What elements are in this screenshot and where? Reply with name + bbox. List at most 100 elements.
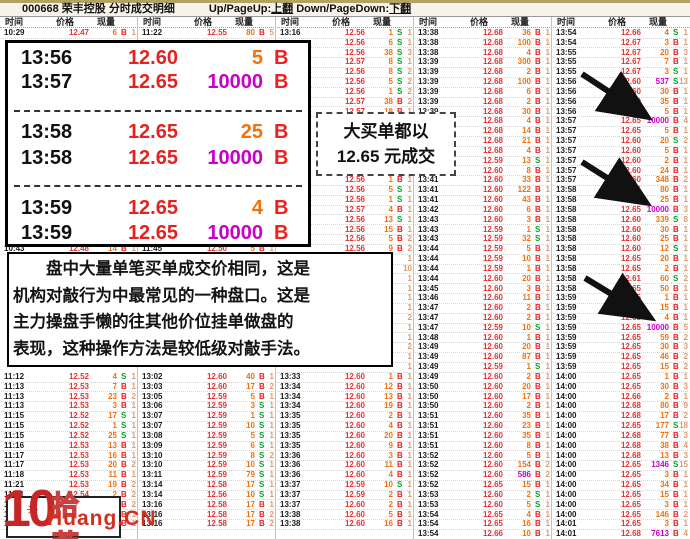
tick-row: 14:00 12.65 146 B 2: [553, 510, 688, 521]
count-cell: 1: [545, 263, 550, 273]
price-cell: 12.60: [206, 381, 227, 391]
time-cell: 13:36: [280, 450, 301, 460]
volume-cell: 80: [660, 401, 669, 411]
direction-cell: B: [673, 519, 679, 529]
column-header-label: 时间: [557, 17, 576, 27]
count-cell: 2: [131, 480, 136, 490]
count-cell: 2: [269, 450, 274, 460]
time-cell: 13:34: [280, 391, 301, 401]
count-cell: 1: [545, 57, 550, 67]
column-separator: [551, 17, 552, 539]
price-cell: 12.65: [620, 460, 641, 470]
volume-cell: 25: [660, 195, 669, 205]
volume-cell: 25: [108, 430, 117, 440]
tick-row: 1: [277, 362, 412, 373]
time-cell: 13:35: [280, 421, 301, 431]
direction-cell: B: [121, 460, 127, 470]
price-cell: 12.60: [482, 204, 503, 214]
time-cell: 14:00: [556, 391, 577, 401]
direction-cell: B: [673, 342, 679, 352]
time-cell: 13:59: [21, 222, 73, 244]
tick-row: 13:49 12.60 87 B 1: [415, 352, 550, 363]
direction-cell: B: [673, 116, 679, 126]
time-cell: 13:58: [556, 263, 577, 273]
tick-row: 14:00 12.65 1 B 1: [553, 372, 688, 383]
tick-row: 13:52 12.60 586 B 2: [415, 470, 550, 481]
volume-cell: 10: [522, 254, 531, 264]
time-cell: 13:52: [418, 470, 439, 480]
direction-cell: B: [535, 165, 541, 175]
time-cell: 13:52: [418, 460, 439, 470]
price-cell: 12.53: [68, 460, 89, 470]
count-cell: 1: [683, 37, 688, 47]
time-cell: 13:35: [280, 440, 301, 450]
price-cell: 12.60: [344, 460, 365, 470]
direction-cell: S: [397, 37, 403, 47]
price-cell: 12.68: [482, 96, 503, 106]
tick-row: 13:51 12.60 35 B 1: [415, 431, 550, 442]
count-cell: 2: [269, 509, 274, 519]
watermark-domain: Huang.CN: [47, 507, 157, 530]
count-cell: 1: [269, 440, 274, 450]
price-cell: 12.53: [68, 381, 89, 391]
tick-row: 11:13 12.53 7 B 1: [1, 382, 136, 393]
count-cell: 1: [545, 529, 550, 539]
direction-cell: S: [535, 224, 541, 234]
time-cell: 14:00: [556, 401, 577, 411]
price-cell: 12.60: [620, 86, 641, 96]
time-cell: 13:05: [142, 391, 163, 401]
tick-row: 13:58 12.65 10000 B 3: [553, 205, 688, 216]
count-cell: 2: [407, 77, 412, 87]
volume-cell: 2: [526, 401, 531, 411]
direction-cell: B: [535, 342, 541, 352]
price-cell: 12.60: [482, 185, 503, 195]
time-cell: 13:58: [556, 283, 577, 293]
direction-cell: S: [121, 371, 127, 381]
price-cell: 12.66: [620, 28, 641, 37]
time-cell: 13:58: [556, 204, 577, 214]
time-cell: 13:55: [556, 57, 577, 67]
tick-column-5: 13:54 12.66 4 S 1 13:54 12.67 3 B 1 13:55 12.67 20 B 3…: [552, 28, 690, 539]
count-cell: 13: [679, 77, 688, 87]
tick-row: 14:00 12.68 38 B 4: [553, 441, 688, 452]
price-cell: 12.58: [206, 499, 227, 509]
price-cell: 12.68: [620, 401, 641, 411]
direction-cell: B: [259, 381, 265, 391]
time-cell: 13:47: [418, 303, 439, 313]
price-cell: 12.60: [482, 283, 503, 293]
volume-cell: 4: [526, 145, 531, 155]
count-cell: 1: [683, 499, 688, 509]
price-cell: 12.67: [620, 57, 641, 67]
volume-cell: 8: [388, 67, 393, 77]
price-cell: 12.60: [620, 77, 641, 87]
volume-cell: 16: [522, 519, 531, 529]
price-cell: 12.55: [206, 28, 227, 37]
time-cell: 13:14: [142, 480, 163, 490]
count-cell: 1: [407, 283, 412, 293]
price-cell: 12.59: [482, 362, 503, 372]
volume-cell: 5: [388, 509, 393, 519]
time-cell: 13:58: [556, 214, 577, 224]
direction-cell: B: [535, 263, 541, 273]
tick-row: 13:53 12.60 5 S 1: [415, 500, 550, 511]
volume-cell: 24: [660, 165, 669, 175]
price-cell: 12.56: [344, 77, 365, 87]
tick-row: 13:58 12.60 339 S 8: [553, 215, 688, 226]
tick-row: 13:43 12.59 1 S 1: [415, 225, 550, 236]
count-cell: 1: [407, 352, 412, 362]
tick-row: 13:39 12.68 2 B 1: [415, 67, 550, 78]
tick-row: 13:53 12.60 2 S 1: [415, 490, 550, 501]
time-cell: 13:57: [556, 116, 577, 126]
volume-cell: 3: [526, 214, 531, 224]
volume-cell: 3: [388, 450, 393, 460]
column-header-label: 现量: [511, 17, 530, 27]
time-cell: 13:57: [556, 165, 577, 175]
count-cell: 1: [545, 254, 550, 264]
tick-row: 13:34 12.60 19 B 1: [277, 401, 412, 413]
time-cell: 11:13: [4, 401, 25, 411]
count-cell: 1: [407, 391, 412, 401]
time-cell: 11:16: [4, 440, 25, 450]
tick-row: 13:54 12.65 16 B 1: [415, 519, 550, 530]
time-cell: 13:54: [556, 28, 577, 37]
direction-cell: B: [673, 47, 679, 57]
